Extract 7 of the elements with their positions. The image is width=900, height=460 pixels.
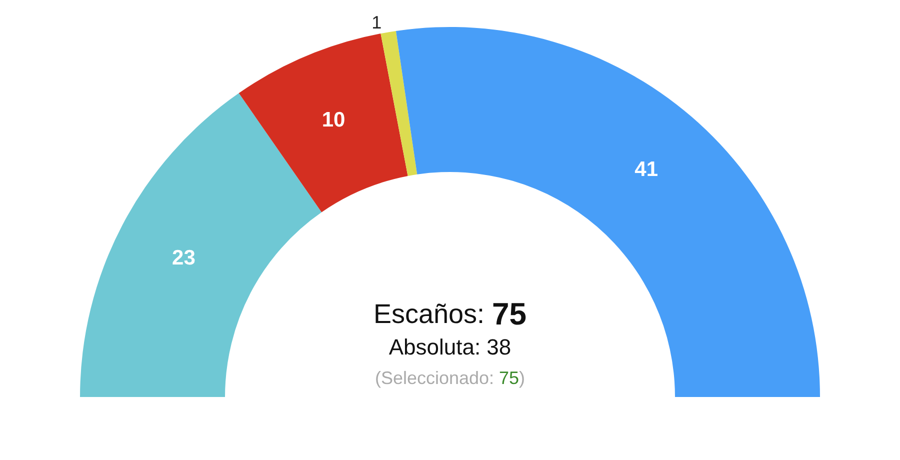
text: (Seleccionado: 75) <box>374 368 526 388</box>
data-label: 23 <box>172 246 196 270</box>
data-label: 10 <box>322 108 346 132</box>
text: Escaños: 75 <box>373 296 527 332</box>
text: Absoluta: 38 <box>388 334 512 360</box>
data-label: 41 <box>634 158 658 182</box>
data-label: 1 <box>372 12 382 32</box>
